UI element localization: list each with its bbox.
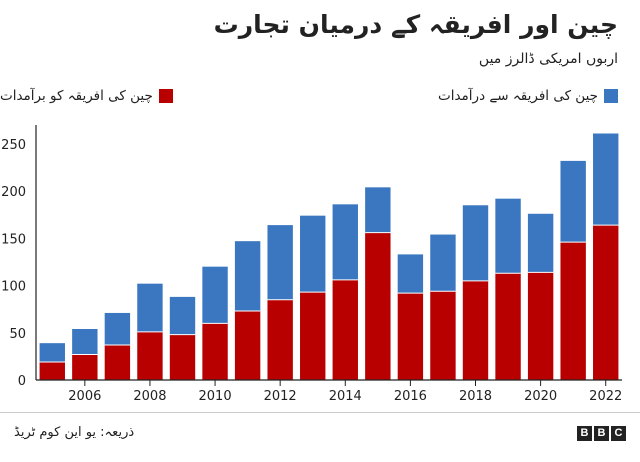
y-tick-label: 250 [1, 138, 26, 153]
x-tick-label: 2012 [264, 389, 297, 404]
x-tick-label: 2008 [133, 389, 166, 404]
source-note: ذریعہ: یو این کوم ٹریڈ [14, 425, 135, 440]
legend-label-imports: چین کی افریقہ سے درآمدات [438, 88, 598, 104]
bar-exports-2006 [72, 354, 98, 380]
bar-exports-2017 [430, 291, 456, 380]
bar-exports-2008 [137, 331, 163, 380]
bbc-logo-b2: B [594, 426, 609, 441]
bar-imports-2012 [267, 225, 293, 300]
bar-exports-2010 [202, 323, 228, 380]
y-tick-label: 200 [1, 185, 26, 200]
bar-exports-2018 [462, 280, 489, 380]
bar-imports-2018 [462, 205, 489, 281]
bar-imports-2019 [495, 198, 521, 274]
legend-swatch-imports [604, 89, 618, 103]
bar-imports-2014 [332, 204, 358, 280]
chart-title: چین اور افریقہ کے درمیان تجارت [213, 10, 618, 39]
bar-exports-2013 [300, 292, 326, 380]
bar-imports-2017 [430, 234, 456, 292]
bar-exports-2016 [397, 293, 424, 380]
bar-imports-2016 [397, 254, 424, 294]
bar-exports-2011 [234, 311, 261, 380]
bar-imports-2009 [169, 296, 196, 335]
x-tick-label: 2020 [524, 389, 557, 404]
legend-item-exports: چین کی افریقہ کو برآمدات [0, 88, 173, 104]
legend-item-imports: چین کی افریقہ سے درآمدات [438, 88, 618, 104]
bar-imports-2007 [104, 312, 131, 346]
bar-exports-2019 [495, 273, 521, 380]
bar-imports-2006 [72, 329, 98, 355]
x-tick-label: 2010 [199, 389, 232, 404]
x-tick-label: 2016 [394, 389, 427, 404]
y-tick-label: 0 [18, 374, 26, 389]
legend-label-exports: چین کی افریقہ کو برآمدات [0, 88, 153, 104]
bar-exports-2021 [560, 242, 586, 380]
x-tick-label: 2018 [459, 389, 492, 404]
bar-imports-2015 [365, 187, 391, 233]
bar-imports-2008 [137, 283, 163, 332]
y-tick-label: 50 [9, 327, 26, 342]
bbc-logo-b1: B [577, 426, 592, 441]
bar-exports-2014 [332, 279, 358, 380]
x-tick-label: 2022 [589, 389, 622, 404]
chart-subtitle: اربوں امریکی ڈالرز میں [478, 51, 618, 67]
y-tick-label: 150 [1, 232, 26, 247]
bar-exports-2005 [39, 362, 65, 380]
y-tick-label: 100 [1, 280, 26, 295]
bbc-logo: B B C [577, 426, 626, 441]
bar-imports-2022 [593, 133, 619, 226]
bar-imports-2005 [39, 343, 65, 363]
bar-imports-2020 [527, 213, 554, 273]
legend-swatch-exports [158, 89, 173, 103]
bar-imports-2013 [300, 215, 326, 293]
bar-exports-2009 [169, 334, 196, 380]
bar-imports-2010 [202, 266, 228, 324]
bar-imports-2011 [234, 241, 261, 312]
x-tick-label: 2014 [329, 389, 362, 404]
bar-exports-2020 [527, 272, 554, 380]
footer-divider [0, 412, 640, 413]
bar-exports-2012 [267, 299, 293, 380]
bbc-logo-c: C [611, 426, 626, 441]
bar-imports-2021 [560, 160, 586, 243]
bar-exports-2007 [104, 345, 131, 380]
x-tick-label: 2006 [68, 389, 101, 404]
trade-bar-chart: 0 50 100 150 200 250 2006 2008 2010 2012 2014 2016 2… [1, 125, 622, 404]
bar-exports-2022 [593, 225, 619, 380]
bar-exports-2015 [365, 232, 391, 380]
